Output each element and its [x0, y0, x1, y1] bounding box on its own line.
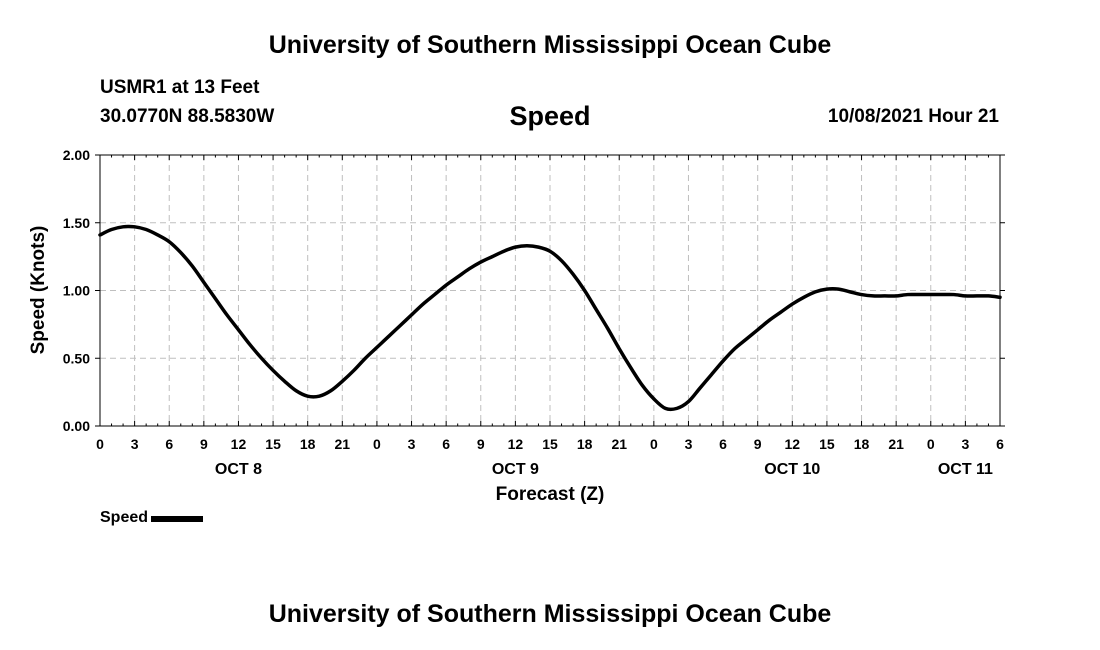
y-tick-label: 1.50 [63, 215, 90, 231]
x-axis-label: Forecast (Z) [496, 484, 605, 505]
x-tick-label: 3 [408, 436, 416, 452]
x-tick-label: 3 [961, 436, 969, 452]
y-axis-label: Speed (Knots) [28, 226, 49, 355]
date-label: OCT 8 [215, 461, 262, 478]
x-tick-label: 9 [754, 436, 762, 452]
x-tick-label: 18 [854, 436, 870, 452]
x-tick-label: 0 [650, 436, 658, 452]
date-label: OCT 10 [764, 461, 820, 478]
legend: Speed [100, 509, 204, 527]
x-tick-label: 15 [265, 436, 281, 452]
date-label: OCT 9 [492, 461, 539, 478]
y-tick-label: 1.00 [63, 283, 90, 299]
x-tick-label: 6 [719, 436, 727, 452]
page-title: University of Southern Mississippi Ocean… [268, 31, 832, 59]
x-tick-label: 0 [373, 436, 381, 452]
y-tick-label: 0.50 [63, 350, 90, 366]
chart-title: Speed [509, 101, 591, 131]
x-tick-label: 15 [542, 436, 558, 452]
x-tick-label: 12 [785, 436, 801, 452]
legend-swatch-speed [151, 516, 204, 522]
x-tick-label: 6 [996, 436, 1004, 452]
x-tick-label: 18 [577, 436, 593, 452]
x-tick-label: 18 [300, 436, 316, 452]
footer-title: University of Southern Mississippi Ocean… [268, 600, 832, 628]
plot-frame [99, 154, 1001, 427]
timestamp-label: 10/08/2021 Hour 21 [827, 106, 999, 127]
x-tick-label: 3 [131, 436, 139, 452]
x-tick-label: 6 [165, 436, 173, 452]
x-tick-label: 15 [819, 436, 835, 452]
x-tick-label: 21 [335, 436, 351, 452]
x-tick-label: 3 [685, 436, 693, 452]
y-tick-label: 2.00 [63, 147, 90, 163]
series-line-speed [98, 224, 1002, 412]
grid-layer [100, 155, 1000, 426]
station-label: USMR1 at 13 Feet [100, 77, 260, 98]
x-tick-label: 21 [611, 436, 627, 452]
x-tick-label: 0 [96, 436, 104, 452]
coordinates-label: 30.0770N 88.5830W [100, 106, 275, 127]
x-tick-label: 9 [477, 436, 485, 452]
x-tick-label: 12 [231, 436, 247, 452]
date-label: OCT 11 [938, 461, 993, 478]
x-tick-label: 6 [442, 436, 450, 452]
label-layer: 0 3 6 9 12 15 18 21 0 3 6 9 12 15 18 21 0 3 6 9 12 15 18 21 0 3 6 0… [63, 147, 1004, 478]
x-tick-label: 21 [888, 436, 904, 452]
x-tick-label: 9 [200, 436, 208, 452]
x-tick-label: 0 [927, 436, 935, 452]
y-tick-label: 0.00 [63, 418, 90, 434]
legend-label-speed: Speed [100, 509, 149, 526]
x-tick-label: 12 [508, 436, 524, 452]
